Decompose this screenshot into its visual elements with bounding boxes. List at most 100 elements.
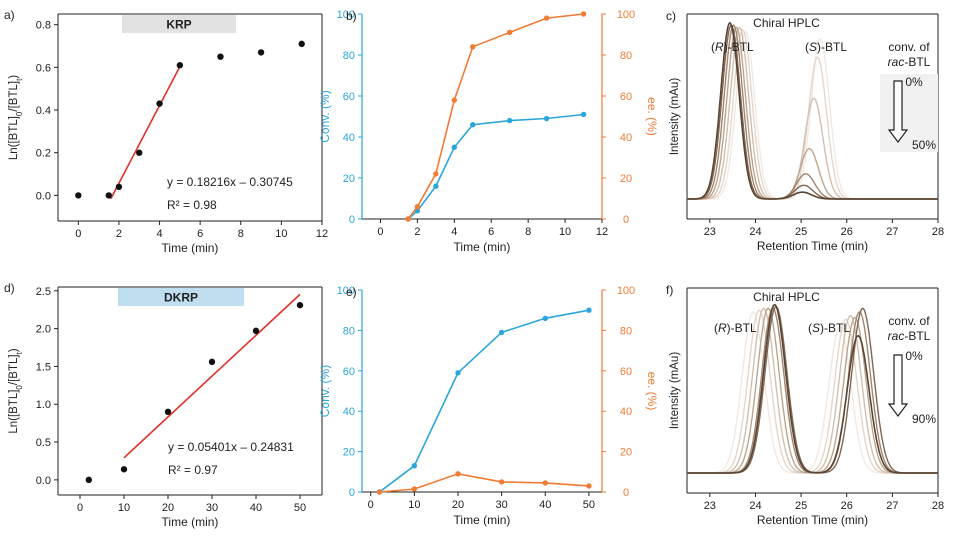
badge-box [118, 288, 244, 306]
legend-start: 0% [905, 349, 923, 363]
y-axis-label-left: Conv. (%) [318, 365, 332, 417]
x-tick-label: 12 [316, 228, 328, 240]
y-tick-label-left: 60 [343, 366, 355, 378]
legend-end: 90% [912, 412, 936, 426]
series-point-ee [506, 29, 513, 36]
series-point-conv [455, 370, 461, 376]
peak-label-s: (S)-BTL [805, 40, 847, 54]
y-tick-label-right: 0 [623, 214, 629, 226]
legend-end: 50% [912, 138, 936, 152]
data-point [164, 408, 172, 415]
x-tick-label: 23 [704, 226, 716, 238]
data-point [120, 466, 128, 473]
y-axis-label-right: ee. (%) [645, 372, 659, 411]
y-tick-label-right: 80 [620, 50, 632, 62]
y-tick-label: 0.5 [36, 437, 51, 449]
legend-arrow-icon [887, 80, 909, 143]
x-tick-label: 50 [583, 499, 595, 511]
y-tick-label: 2.0 [36, 324, 51, 336]
y-axis-label: Intensity (mAu) [669, 78, 681, 155]
data-point [115, 183, 123, 191]
hplc-title: Chiral HPLC [753, 290, 820, 304]
badge-box [122, 15, 236, 33]
data-point [257, 49, 265, 56]
series-line-conv [407, 113, 584, 220]
legend-line1: conv. of [888, 314, 930, 328]
y-tick-label-left: 20 [343, 447, 355, 459]
legend-line2: rac-BTL [888, 329, 931, 343]
x-tick-label: 10 [275, 228, 287, 240]
series-point-ee [470, 44, 476, 50]
hplc-title: Chiral HPLC [753, 16, 820, 30]
y-axis-label: Ln([BTL]0/[BTL]t) [8, 75, 24, 160]
y-tick-label-left: 80 [343, 50, 355, 62]
series-line-conv [379, 309, 590, 493]
x-tick-label: 26 [841, 226, 853, 238]
y-tick-label-right: 20 [620, 173, 632, 185]
panel-label: a) [4, 8, 15, 22]
x-axis-label: Time (min) [454, 240, 511, 254]
x-tick-label: 10 [559, 226, 571, 238]
x-tick-label: 26 [841, 500, 853, 512]
hplc-trace [687, 21, 938, 200]
y-tick-label-right: 100 [617, 9, 635, 21]
x-axis-label: Time (min) [162, 515, 219, 529]
x-tick-label: 2 [116, 228, 122, 240]
series-point-conv [543, 115, 550, 122]
fit-line [123, 293, 301, 459]
series-point-ee [586, 483, 592, 489]
x-tick-label: 6 [197, 228, 203, 240]
peak-label-r: (R)-BTL [714, 321, 757, 335]
x-axis-label: Retention Time (min) [757, 513, 868, 527]
y-tick-label-right: 80 [620, 325, 632, 337]
x-tick-label: 8 [525, 226, 531, 238]
legend-start: 0% [905, 75, 923, 89]
panel-label: d) [4, 281, 15, 295]
data-point [156, 100, 163, 107]
series-point-ee [580, 11, 587, 17]
series-point-conv [498, 329, 505, 336]
legend-line1: conv. of [888, 40, 930, 54]
x-axis-label: Time (min) [162, 241, 219, 255]
y-tick-label-right: 60 [620, 91, 632, 103]
panel-e: 0 10 20 30 40 50 0 0 20 20 40 40 60 60 80 80 100 100 Time … [318, 285, 659, 527]
x-tick-label: 6 [488, 226, 494, 238]
data-point [217, 53, 224, 60]
x-tick-label: 28 [932, 226, 944, 238]
data-point [298, 40, 305, 48]
x-tick-label: 30 [206, 502, 218, 514]
x-tick-label: 40 [250, 502, 262, 514]
series-point-ee [543, 15, 550, 21]
legend-shade [880, 74, 938, 152]
badge-label: KRP [166, 18, 191, 32]
series-point-ee [451, 97, 458, 103]
data-point [296, 301, 304, 309]
series-point-conv [580, 111, 587, 118]
x-tick-label: 30 [496, 499, 508, 511]
x-tick-label: 0 [75, 228, 81, 240]
y-tick-label-left: 0 [349, 487, 355, 499]
x-tick-label: 24 [749, 226, 761, 238]
x-tick-label: 25 [795, 226, 807, 238]
y-tick-label: 0.0 [36, 475, 51, 487]
y-tick-label: 0.4 [36, 105, 51, 117]
y-tick-label-left: 40 [343, 132, 355, 144]
y-tick-label-right: 40 [620, 406, 632, 418]
peak-label-r: (R)-BTL [711, 40, 754, 54]
series-point-conv [506, 117, 513, 124]
series-point-conv [411, 463, 418, 469]
x-tick-label: 20 [452, 499, 464, 511]
series-line-ee [379, 472, 589, 493]
y-axis-label: Ln([BTL]0/[BTL]t) [8, 348, 24, 433]
series-point-ee [411, 486, 418, 492]
legend-line2: rac-BTL [888, 55, 931, 69]
panel-label: e) [346, 285, 357, 299]
data-point [105, 192, 112, 199]
hplc-trace [687, 303, 938, 474]
fit-line [110, 62, 183, 200]
y-tick-label: 1.5 [36, 361, 51, 373]
y-tick-label: 0.6 [36, 62, 51, 74]
y-axis-label-left: Conv. (%) [318, 90, 332, 142]
